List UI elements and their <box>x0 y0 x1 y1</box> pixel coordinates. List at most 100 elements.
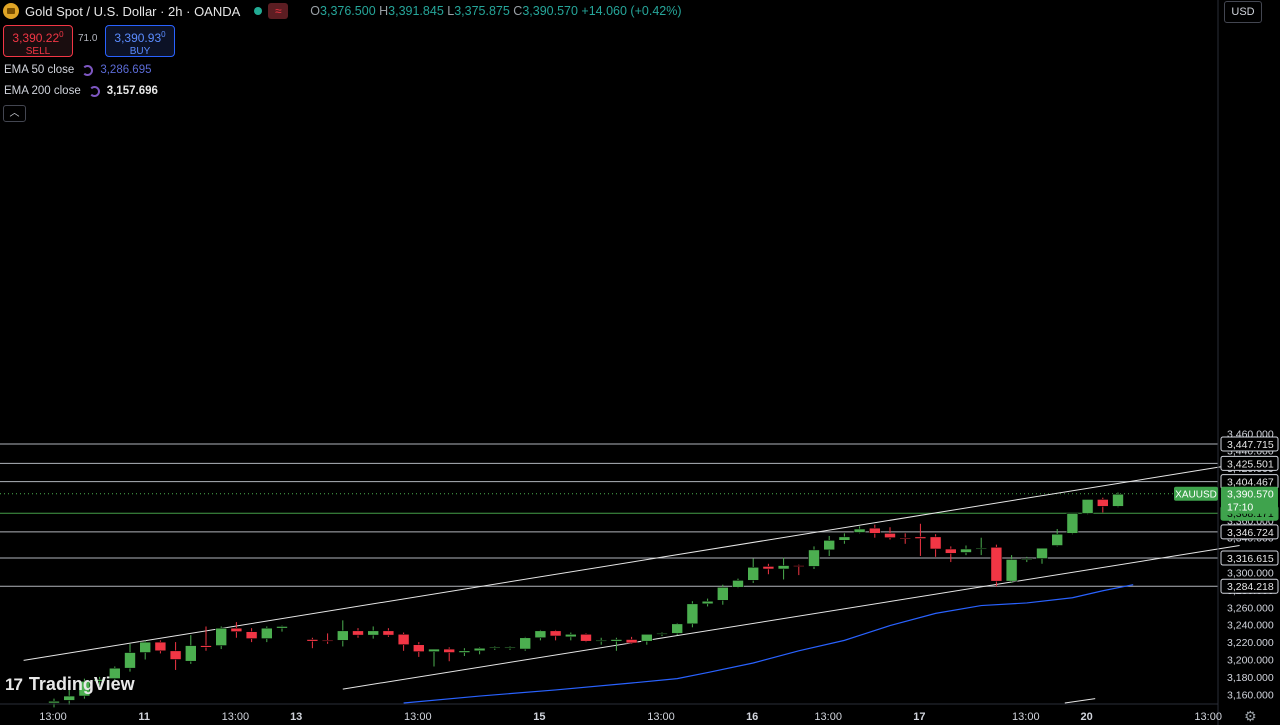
level-label-box <box>1220 578 1279 594</box>
change-value: +14.060 (+0.42%) <box>581 4 682 18</box>
candle-body <box>63 695 76 701</box>
sell-price: 3,390.22 <box>12 31 60 45</box>
level-label-text: 3,447.715 <box>1227 439 1274 451</box>
symbol-header[interactable]: Gold Spot / U.S. Dollar · 2h · OANDA ≈ O… <box>0 0 682 22</box>
open-value: 3,376.500 <box>320 4 376 18</box>
candle-body <box>929 536 942 550</box>
candle-body <box>595 640 608 642</box>
ema50-value: 3,286.695 <box>100 64 152 76</box>
y-tick-label: 3,180.000 <box>1227 672 1274 684</box>
candle-body <box>534 630 547 639</box>
y-tick-label: 3,160.000 <box>1227 689 1274 701</box>
tradingview-watermark[interactable]: 17 TradingView <box>5 674 135 695</box>
level-label-text: 3,425.501 <box>1227 458 1274 470</box>
candle-body <box>139 641 151 653</box>
x-tick-label: 15 <box>533 711 545 723</box>
candle-body <box>230 627 243 632</box>
gear-icon[interactable]: ⚙ <box>1244 708 1257 724</box>
candle-body <box>200 645 212 648</box>
candle-body <box>960 548 972 553</box>
candle-body <box>169 650 182 660</box>
candle-body <box>808 549 820 567</box>
ema50-label: EMA 50 close <box>4 64 75 76</box>
x-tick-label: 17 <box>913 711 925 723</box>
candle-body <box>823 540 836 551</box>
x-tick-label: 13:00 <box>39 711 67 723</box>
level-label-box <box>1220 524 1279 540</box>
candle-body <box>914 536 927 539</box>
candle-body <box>412 644 425 652</box>
candle-body <box>473 647 486 652</box>
ema200-label: EMA 200 close <box>4 85 81 97</box>
channel-line <box>1064 698 1096 704</box>
symbol-price-badge <box>1174 486 1218 501</box>
candle-body <box>640 633 653 642</box>
candle-body <box>853 528 866 533</box>
candle-body <box>610 639 623 642</box>
symbol-title[interactable]: Gold Spot / U.S. Dollar · 2h · OANDA <box>25 3 241 19</box>
candle-body <box>868 527 881 534</box>
countdown-text: 17:10 <box>1227 502 1253 514</box>
candle-body <box>671 623 684 634</box>
candle-body <box>1005 559 1018 582</box>
candle-body <box>488 647 501 649</box>
candle-body <box>838 536 851 541</box>
channel-line <box>342 545 1240 690</box>
candle-body <box>428 648 440 652</box>
ema200-legend[interactable]: EMA 200 close 3,157.696 <box>4 83 158 99</box>
candle-body <box>154 641 167 652</box>
candle-body <box>1081 499 1094 514</box>
buy-label: BUY <box>129 46 151 57</box>
candle-body <box>701 600 714 605</box>
candle-body <box>306 639 319 642</box>
level-label-box <box>1220 455 1279 471</box>
x-tick-label: 20 <box>1080 711 1092 723</box>
candle-body <box>975 547 988 550</box>
candle-body <box>1066 513 1079 534</box>
buy-price: 3,390.93 <box>114 31 162 45</box>
candle-body <box>336 630 349 641</box>
y-tick-label: 3,300.000 <box>1227 568 1274 580</box>
candle-body <box>321 640 334 642</box>
x-tick-label: 16 <box>746 711 758 723</box>
tradingview-text: TradingView <box>28 674 135 694</box>
candle-body <box>458 650 471 653</box>
loading-icon <box>82 64 94 76</box>
collapse-legend-button[interactable]: ︿ <box>3 105 26 122</box>
candle-body <box>276 626 288 629</box>
time-axis[interactable]: 13:00 11 13:00 13 13:00 15 13:00 16 13:00 17 13:00… <box>39 711 1222 723</box>
close-value: 3,390.570 <box>522 4 578 18</box>
trend-channel <box>23 463 1240 704</box>
candle-body <box>777 565 790 570</box>
candle-body <box>215 627 227 646</box>
x-tick-label: 13:00 <box>222 711 250 723</box>
y-tick-label: 3,200.000 <box>1227 655 1274 667</box>
level-label-text: 3,284.218 <box>1227 581 1274 593</box>
candle-body <box>1051 533 1063 546</box>
channel-line <box>23 463 1240 661</box>
buy-button[interactable]: 3,390.930 BUY <box>105 25 175 57</box>
level-label-box <box>1220 550 1279 566</box>
level-label-text: 3,346.724 <box>1227 527 1274 539</box>
x-tick-label: 11 <box>138 711 150 723</box>
candle-body <box>78 680 91 697</box>
y-tick-label: 3,240.000 <box>1227 620 1274 632</box>
market-open-icon <box>254 7 263 15</box>
wave-icon[interactable]: ≈ <box>268 3 289 19</box>
candle-body <box>1097 499 1109 507</box>
currency-button[interactable]: USD <box>1224 1 1262 23</box>
candle-body <box>656 633 668 635</box>
candle-body <box>93 679 106 682</box>
ema50-line <box>403 584 1134 704</box>
candle-body <box>564 633 577 638</box>
sell-button[interactable]: 3,390.220 SELL <box>3 25 73 57</box>
level-label-box <box>1220 436 1279 452</box>
ema50-legend[interactable]: EMA 50 close 3,286.695 <box>4 62 152 78</box>
candle-body <box>990 546 1003 582</box>
candle-body <box>792 565 805 567</box>
candle-body <box>185 645 197 662</box>
candle-body <box>382 630 395 636</box>
loading-icon <box>88 85 100 97</box>
